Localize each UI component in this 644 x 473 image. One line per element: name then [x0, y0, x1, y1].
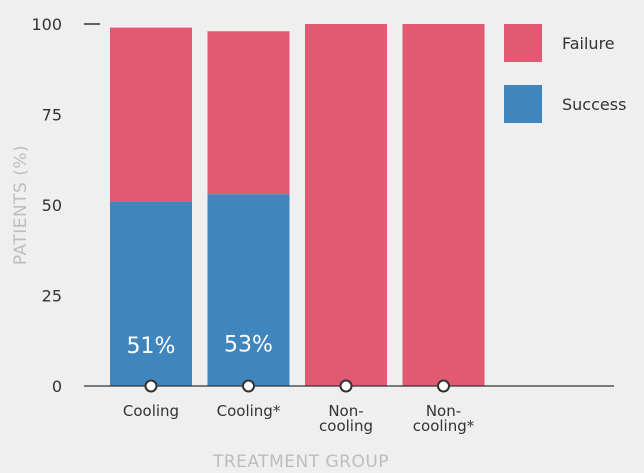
bar-segment-failure — [402, 24, 485, 386]
bar-segment-success — [207, 194, 290, 386]
x-axis-marker — [339, 379, 353, 393]
bars: 51% 53% — [110, 24, 485, 386]
y-tick-label: 50 — [42, 196, 62, 215]
x-tick-label: Cooling* — [217, 402, 281, 420]
legend-label-failure: Failure — [562, 34, 615, 53]
x-axis-markers — [144, 379, 450, 393]
x-tick-label: Non-cooling — [319, 402, 373, 435]
y-axis-ticks: 0 25 50 75 100 — [31, 15, 100, 396]
y-tick-label: 25 — [42, 287, 62, 306]
x-tick-label: Non-cooling* — [413, 402, 475, 435]
bar-segment-failure — [110, 27, 192, 202]
y-tick-label: 0 — [52, 377, 62, 396]
x-axis-title: TREATMENT GROUP — [212, 452, 389, 472]
bar-segment-success — [110, 201, 192, 386]
bar-segment-failure — [207, 31, 290, 195]
bar-segment-failure — [305, 24, 387, 386]
legend: Failure Success — [504, 24, 626, 123]
y-tick-label: 100 — [31, 15, 62, 34]
legend-swatch-success — [504, 85, 542, 123]
y-tick-label: 75 — [42, 106, 62, 125]
legend-label-success: Success — [562, 95, 626, 114]
data-label: 51% — [127, 334, 176, 359]
x-axis-marker — [144, 379, 158, 393]
data-label: 53% — [224, 333, 273, 358]
legend-swatch-failure — [504, 24, 542, 62]
x-tick-label: Cooling — [123, 402, 179, 420]
y-axis-title: PATIENTS (%) — [11, 145, 31, 265]
x-axis-labels: Cooling Cooling* Non-cooling Non-cooling* — [123, 402, 475, 435]
x-axis-marker — [437, 379, 450, 393]
x-axis-marker — [242, 379, 255, 393]
